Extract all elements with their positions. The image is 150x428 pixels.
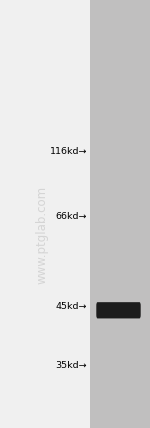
Text: www.ptglab.com: www.ptglab.com	[36, 186, 48, 285]
Text: 45kd→: 45kd→	[56, 301, 87, 311]
Text: 66kd→: 66kd→	[56, 211, 87, 221]
Text: 116kd→: 116kd→	[50, 147, 87, 157]
FancyBboxPatch shape	[96, 302, 141, 318]
Text: 35kd→: 35kd→	[55, 361, 87, 371]
Bar	[90, 0, 150, 428]
